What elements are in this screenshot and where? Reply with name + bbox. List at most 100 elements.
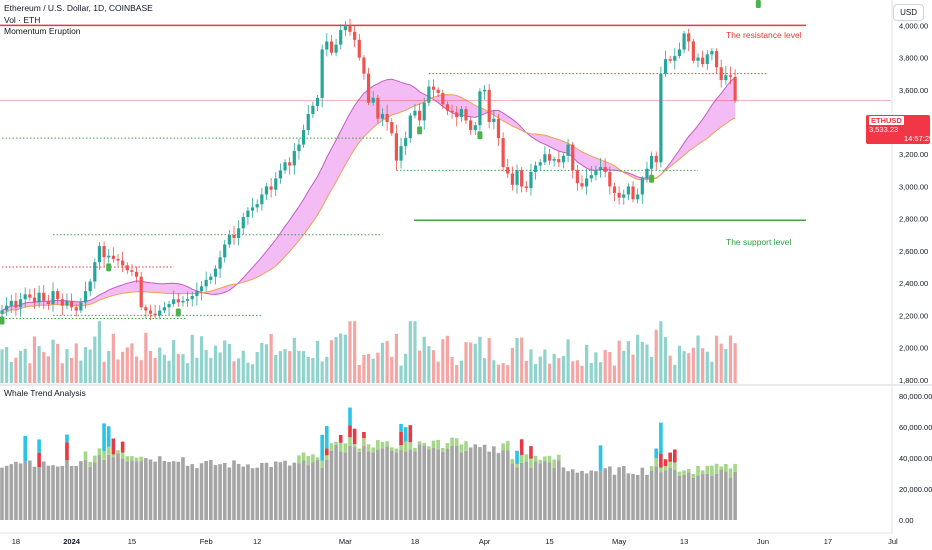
whale-bar-cyan — [37, 439, 41, 453]
whale-bar-green — [408, 442, 413, 450]
volume-bar — [23, 348, 27, 383]
candle-body — [427, 86, 431, 103]
candle-body — [487, 89, 491, 122]
volume-bar — [93, 336, 97, 383]
volume-bar — [274, 354, 278, 383]
volume-bar — [464, 342, 468, 383]
whale-bar-red — [362, 432, 366, 439]
whale-bar-gray — [311, 462, 315, 520]
volume-bar — [496, 364, 501, 383]
candle-body — [469, 120, 473, 131]
whale-bar-green — [649, 466, 654, 471]
whale-bar-gray — [431, 447, 436, 520]
volume-bar — [348, 321, 352, 383]
candle-body — [710, 51, 714, 55]
whale-bar-red — [659, 453, 663, 468]
whale-bar-gray — [69, 465, 74, 520]
whale-bar-green — [325, 455, 329, 460]
whale-bar-cyan — [399, 423, 403, 432]
whale-bar-green — [686, 468, 691, 473]
candle-body — [274, 178, 278, 190]
whale-bar-red — [348, 425, 352, 438]
volume-bar — [190, 334, 194, 383]
whale-bar-cyan — [320, 434, 324, 461]
candle-body — [79, 302, 83, 311]
whale-bar-green — [315, 457, 320, 460]
whale-bar-red — [37, 452, 41, 468]
whale-bar-gray — [492, 446, 496, 520]
volume-bar — [181, 354, 185, 383]
whale-bar-cyan — [659, 422, 663, 454]
whale-bar-gray — [635, 474, 640, 520]
volume-bar — [728, 335, 733, 383]
whale-bar-red — [663, 459, 668, 467]
candle-body — [255, 204, 259, 208]
volume-bar — [390, 356, 394, 383]
volume-bar — [339, 333, 343, 383]
volume-bar — [501, 363, 505, 383]
whale-bar-green — [441, 448, 445, 452]
volume-bar — [422, 336, 426, 383]
candle-body — [478, 91, 482, 126]
whale-bar-gray — [608, 466, 612, 520]
candle-body — [719, 67, 723, 81]
whale-bar-green — [714, 463, 719, 474]
volume-bar — [645, 344, 649, 383]
volume-bar — [329, 340, 334, 383]
price-tick-label: 2,200.00 — [899, 311, 928, 320]
candle-body — [329, 41, 334, 53]
candle-body — [529, 171, 533, 189]
whale-bar-gray — [55, 466, 60, 520]
candle-body — [18, 299, 23, 308]
candle-body — [575, 170, 579, 184]
volume-bar — [269, 333, 273, 383]
whale-bar-gray — [529, 467, 533, 520]
candle-body — [278, 170, 282, 179]
whale-bar-gray — [292, 462, 297, 520]
whale-bar-green — [399, 445, 403, 450]
whale-bar-gray — [389, 450, 394, 520]
whale-bar-gray — [719, 469, 723, 520]
volume-bar — [130, 343, 134, 383]
whale-bar-gray — [269, 467, 273, 520]
candle-body — [306, 113, 310, 131]
whale-bar-gray — [209, 459, 213, 520]
whale-bar-cyan — [348, 407, 352, 426]
whale-bar-gray — [649, 470, 654, 520]
chart-legend: Ethereum / U.S. Dollar, 1D, COINBASE Vol… — [4, 3, 153, 38]
volume-bar — [288, 351, 292, 383]
whale-bar-gray — [473, 444, 478, 520]
volume-bar — [376, 352, 380, 383]
candle-body — [450, 110, 454, 113]
whale-bar-gray — [598, 470, 603, 520]
whale-bar-cyan — [598, 445, 603, 471]
whale-bar-gray — [552, 467, 556, 520]
whale-bar-gray — [153, 461, 157, 520]
price-tick-label: 2,400.00 — [899, 279, 928, 288]
volume-bar — [701, 348, 705, 383]
candle-body — [408, 115, 412, 139]
whale-tick-label: 80,000.00 — [899, 392, 932, 401]
volume-bar — [167, 360, 171, 383]
whale-bar-gray — [403, 451, 408, 520]
volume-bar — [51, 339, 55, 383]
whale-bar-green — [733, 463, 737, 472]
whale-bar-gray — [283, 460, 287, 520]
candle-body — [28, 294, 32, 298]
currency-button[interactable]: USD — [893, 4, 924, 21]
whale-bar-green — [389, 447, 394, 451]
whale-bar-gray — [696, 475, 700, 520]
whale-bar-gray — [315, 459, 320, 520]
candle-body — [733, 76, 737, 101]
volume-bar — [176, 354, 180, 383]
candle-body — [394, 133, 398, 161]
candle-body — [557, 159, 561, 163]
candle-body — [524, 186, 528, 189]
volume-bar — [186, 363, 190, 383]
whale-bar-gray — [515, 467, 519, 520]
whale-bar-gray — [654, 466, 659, 520]
whale-bar-gray — [204, 461, 208, 520]
whale-bar-gray — [621, 465, 626, 520]
whale-bar-gray — [557, 460, 561, 520]
